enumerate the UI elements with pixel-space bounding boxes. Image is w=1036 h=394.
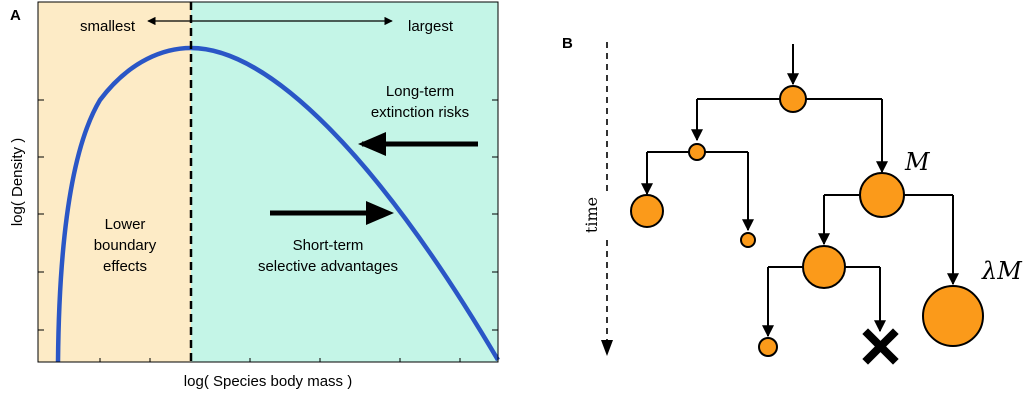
small-species-region xyxy=(38,2,191,362)
tree-branches xyxy=(641,44,959,338)
node-lambda-m xyxy=(922,285,984,347)
child-node xyxy=(802,245,846,289)
y-axis-label: log( Density ) xyxy=(9,138,26,226)
small-node xyxy=(688,143,706,161)
root-node xyxy=(779,85,807,113)
long-term-line2: extinction risks xyxy=(371,104,469,121)
selection-arrow-head xyxy=(366,201,394,225)
leaf-node xyxy=(630,194,664,228)
node-m-label: M xyxy=(904,148,931,176)
short-term-line1: Short-term xyxy=(293,237,364,254)
short-term-line2: selective advantages xyxy=(258,258,398,275)
density-curve xyxy=(55,45,500,363)
node-lambda-m-label: λM xyxy=(981,257,1023,285)
tree-nodes xyxy=(630,85,984,357)
extinction-arrow-head xyxy=(358,132,386,156)
axis-ticks xyxy=(38,99,498,362)
large-species-region xyxy=(191,2,498,362)
extinction-x-icon xyxy=(862,328,899,365)
long-term-line1: Long-term xyxy=(386,83,454,100)
panel-b: B time xyxy=(562,35,1023,365)
small-leaf-node xyxy=(758,337,778,357)
panel-a: A smallest xyxy=(9,1,500,390)
lower-boundary-line2: boundary xyxy=(94,237,157,254)
x-axis-label: log( Species body mass ) xyxy=(184,373,352,390)
time-arrow-head xyxy=(601,340,613,356)
tiny-leaf-node xyxy=(740,232,756,248)
plot-frame xyxy=(37,1,499,363)
largest-label: largest xyxy=(408,18,454,35)
lower-boundary-line1: Lower xyxy=(105,216,146,233)
panel-b-label: B xyxy=(562,35,573,52)
panel-a-label: A xyxy=(10,7,21,24)
lower-boundary-line3: effects xyxy=(103,258,147,275)
time-label: time xyxy=(582,197,601,233)
node-m xyxy=(859,172,905,218)
smallest-label: smallest xyxy=(80,18,136,35)
